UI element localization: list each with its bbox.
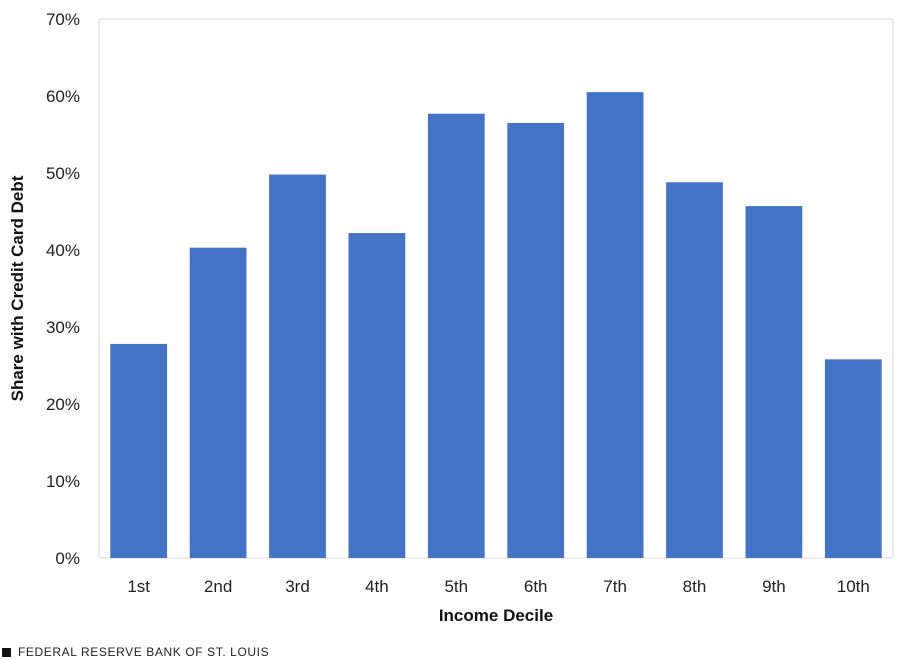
bar <box>824 359 882 558</box>
bar <box>110 343 168 558</box>
y-tick-label: 40% <box>46 241 80 260</box>
x-tick-label: 7th <box>603 577 627 596</box>
x-tick-label: 2nd <box>204 577 232 596</box>
x-axis-title: Income Decile <box>439 606 553 625</box>
y-axis: 0% 10% 20% 30% 40% 50% 60% 70% <box>46 10 80 568</box>
y-tick-label: 20% <box>46 395 80 414</box>
y-tick-label: 30% <box>46 318 80 337</box>
x-tick-label: 6th <box>524 577 548 596</box>
bar <box>348 233 406 558</box>
x-tick-label: 5th <box>444 577 468 596</box>
bar <box>586 92 644 559</box>
bar-series <box>110 92 882 559</box>
x-tick-label: 1st <box>127 577 150 596</box>
x-tick-label: 10th <box>837 577 870 596</box>
footer-source: FEDERAL RESERVE BANK OF ST. LOUIS <box>2 644 269 660</box>
y-tick-label: 60% <box>46 87 80 106</box>
y-tick-label: 70% <box>46 10 80 29</box>
bar <box>666 182 723 559</box>
bar <box>745 206 803 559</box>
x-axis: 1st 2nd 3rd 4th 5th 6th 7th 8th 9th 10th <box>127 577 869 596</box>
y-tick-label: 50% <box>46 164 80 183</box>
x-tick-label: 8th <box>683 577 707 596</box>
source-label: FEDERAL RESERVE BANK OF ST. LOUIS <box>18 645 270 659</box>
x-tick-label: 4th <box>365 577 389 596</box>
bar-chart: 0% 10% 20% 30% 40% 50% 60% 70% 1st 2nd 3rd 4th 5th 6… <box>8 10 894 625</box>
square-bullet-icon <box>2 647 11 657</box>
x-tick-label: 9th <box>762 577 786 596</box>
y-tick-label: 0% <box>55 549 80 568</box>
bar <box>427 113 485 559</box>
bar <box>507 122 565 558</box>
y-tick-label: 10% <box>46 472 80 491</box>
x-tick-label: 3rd <box>285 577 310 596</box>
bar <box>269 174 326 559</box>
bar <box>189 247 247 558</box>
y-axis-title: Share with Credit Card Debt <box>8 175 27 401</box>
